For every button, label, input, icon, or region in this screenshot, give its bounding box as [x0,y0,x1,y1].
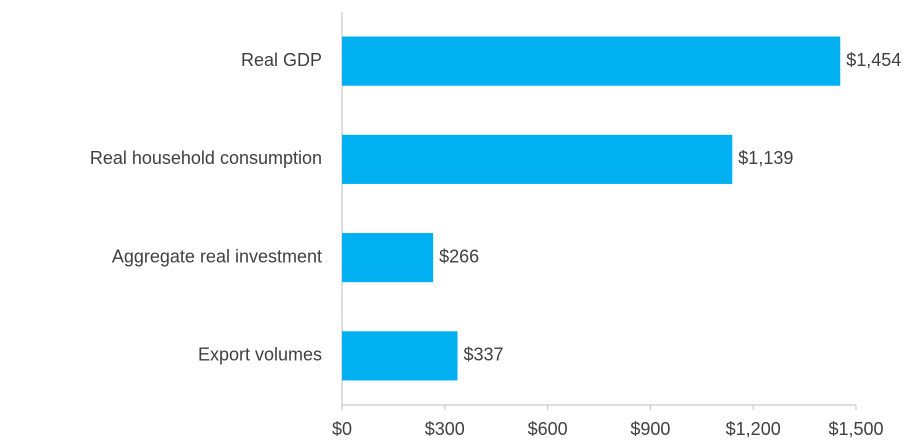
value-label: $1,139 [738,148,793,168]
x-tick-label: $600 [528,419,568,439]
value-label: $337 [463,345,503,365]
value-label: $266 [439,246,479,266]
bar [342,134,733,184]
bar [342,331,458,381]
x-tick-label: $1,200 [726,419,781,439]
x-tick-label: $300 [425,419,465,439]
bar [342,36,841,86]
bar [342,233,434,283]
value-label: $1,454 [846,50,901,70]
x-tick-label: $1,500 [828,419,883,439]
category-label: Real household consumption [90,148,322,168]
category-label: Aggregate real investment [112,246,322,266]
category-label: Real GDP [241,50,322,70]
x-tick-label: $0 [332,419,352,439]
x-tick-label: $900 [630,419,670,439]
category-label: Export volumes [198,345,322,365]
